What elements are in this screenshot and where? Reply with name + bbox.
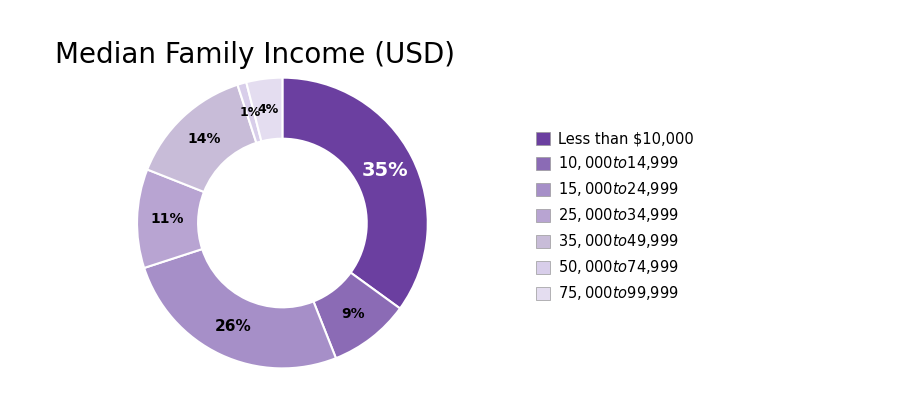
Text: 14%: 14% [187, 132, 220, 146]
Text: 35%: 35% [362, 161, 408, 180]
Text: 1%: 1% [240, 106, 261, 119]
Wedge shape [282, 78, 428, 309]
Wedge shape [246, 78, 282, 141]
Text: 9%: 9% [341, 307, 364, 321]
Wedge shape [148, 85, 256, 192]
Text: 26%: 26% [215, 319, 251, 335]
Wedge shape [137, 169, 204, 268]
Wedge shape [144, 249, 336, 368]
Wedge shape [313, 273, 400, 358]
Wedge shape [238, 82, 261, 143]
Text: 4%: 4% [258, 102, 279, 116]
Text: 11%: 11% [151, 212, 184, 226]
Text: Median Family Income (USD): Median Family Income (USD) [55, 41, 456, 69]
Legend: Less than $10,000, $10,000 to $14,999, $15,000 to $24,999, $25,000 to $34,999, $: Less than $10,000, $10,000 to $14,999, $… [536, 131, 693, 302]
